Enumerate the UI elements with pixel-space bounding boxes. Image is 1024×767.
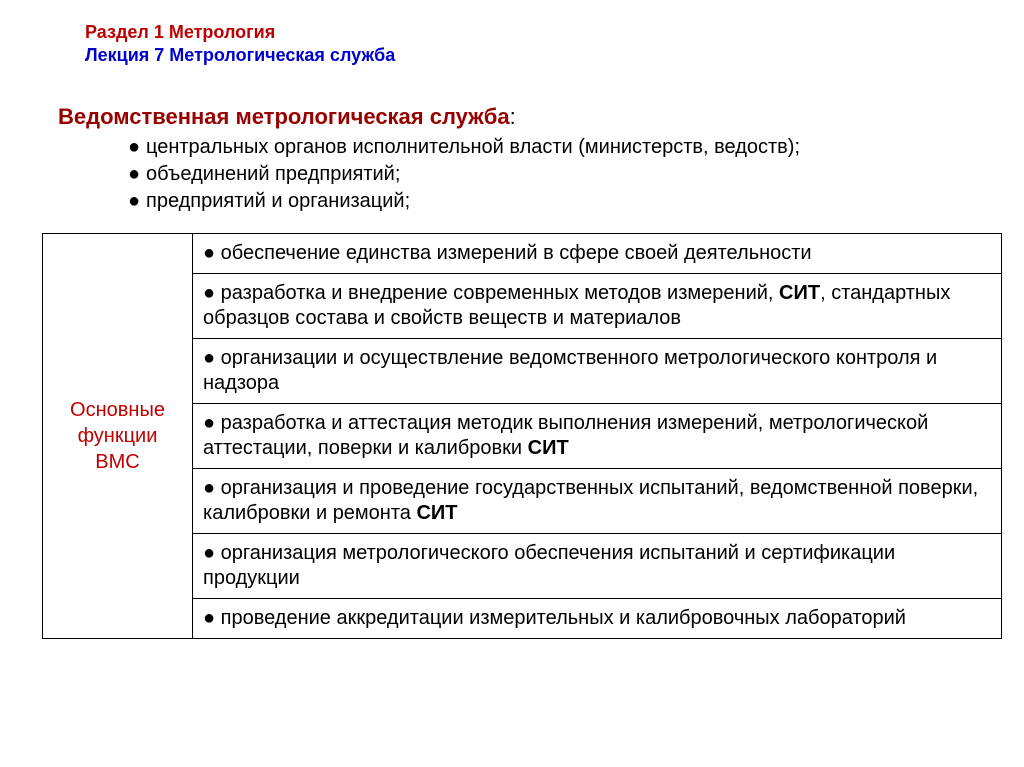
cell-text: обеспечение единства измерений в сфере с… [221,242,812,264]
bullet-text: предприятий и организаций; [146,190,410,212]
bullet-icon: ● [203,477,221,499]
row-content-cell: ● организация и проведение государственн… [193,469,1002,534]
cell-text: проведение аккредитации измерительных и … [221,607,906,629]
row-content-cell: ● организации и осуществление ведомствен… [193,339,1002,404]
subheading-colon: : [510,104,516,129]
list-item: ●предприятий и организаций; [128,188,984,215]
list-item: ●центральных органов исполнительной влас… [128,134,984,161]
row-content-cell: ● обеспечение единства измерений в сфере… [193,234,1002,274]
bullet-list: ●центральных органов исполнительной влас… [40,134,984,215]
functions-table: Основные функции ВМС ● обеспечение единс… [42,233,1002,639]
functions-table-wrap: Основные функции ВМС ● обеспечение единс… [40,233,984,639]
table-row: Основные функции ВМС ● обеспечение единс… [43,234,1002,274]
cell-text: организации и осуществление ведомственно… [203,347,937,394]
row-content-cell: ● разработка и аттестация методик выполн… [193,404,1002,469]
bullet-text: объединений предприятий; [146,163,400,185]
subheading-row: Ведомственная метрологическая служба: [40,104,984,130]
bullet-icon: ● [203,542,221,564]
bullet-icon: ● [203,412,221,434]
row-label-line: Основные [70,399,165,421]
row-label-line: ВМС [95,451,139,473]
bullet-icon: ● [128,161,146,188]
slide-header: Раздел 1 Метрология Лекция 7 Метрологиче… [40,22,984,66]
bullet-icon: ● [203,347,221,369]
row-label-line: функции [78,425,158,447]
list-item: ●объединений предприятий; [128,161,984,188]
bullet-icon: ● [128,188,146,215]
bullet-icon: ● [128,134,146,161]
bullet-icon: ● [203,242,221,264]
row-content-cell: ● организация метрологического обеспечен… [193,534,1002,599]
lecture-title: Лекция 7 Метрологическая служба [85,45,984,66]
subheading-text: Ведомственная метрологическая служба [58,104,510,129]
bullet-icon: ● [203,282,221,304]
section-title: Раздел 1 Метрология [85,22,984,43]
bullet-icon: ● [203,607,221,629]
bullet-text: центральных органов исполнительной власт… [146,136,800,158]
cell-text: организация и проведение государственных… [203,477,978,524]
row-label-cell: Основные функции ВМС [43,234,193,639]
row-content-cell: ● проведение аккредитации измерительных … [193,599,1002,639]
cell-text: разработка и аттестация методик выполнен… [203,412,928,459]
row-content-cell: ● разработка и внедрение современных мет… [193,274,1002,339]
cell-text: организация метрологического обеспечения… [203,542,895,589]
cell-text: разработка и внедрение современных метод… [203,282,950,329]
